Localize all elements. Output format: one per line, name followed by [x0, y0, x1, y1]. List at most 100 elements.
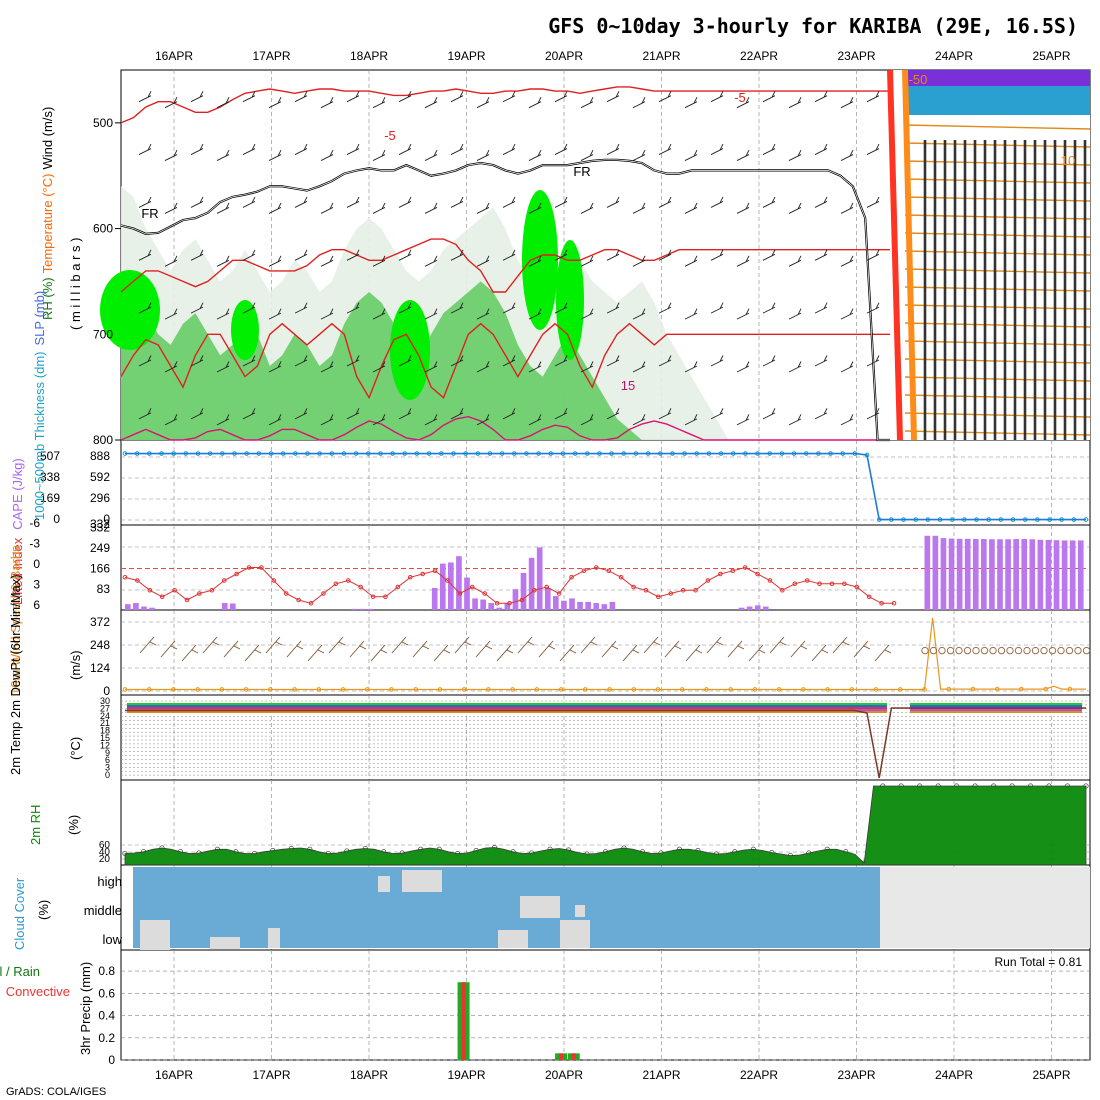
wind-barb [216, 308, 230, 320]
wind-barb [710, 196, 724, 208]
wind-barb [424, 97, 438, 109]
wind-barb [814, 355, 828, 367]
wind-tick-label: 124 [90, 661, 110, 675]
calm-wind-circle [1048, 646, 1057, 655]
wind-barb [658, 302, 672, 314]
cloud-block [498, 930, 528, 948]
bottom-x-tick-label: 21APR [642, 1068, 680, 1082]
li-point [866, 594, 872, 600]
slp-tick-label: 888 [90, 449, 110, 463]
bottom-x-tick-label: 18APR [350, 1068, 388, 1082]
cape-bar [940, 538, 947, 610]
wind-barb [502, 408, 516, 420]
li-point [767, 578, 773, 583]
cape-bar [997, 539, 1003, 610]
wind-barb [528, 361, 542, 373]
cape-tick-label: 249 [90, 541, 110, 555]
wind-barb [190, 355, 204, 367]
wind-barb [372, 97, 386, 109]
cloud-row-label: high [97, 874, 122, 889]
run-total-label: Run Total = 0.81 [994, 955, 1082, 969]
top-x-tick-label: 23APR [837, 49, 875, 63]
wind-barb [164, 414, 178, 426]
wind-barb [814, 143, 828, 155]
cloud-block [378, 876, 390, 892]
li-point [395, 584, 401, 590]
wind-barb [866, 196, 880, 208]
precip-tick-label: 0.8 [98, 964, 115, 978]
calm-wind-circle [921, 646, 929, 655]
wind-barb [476, 255, 490, 267]
cape-tick-label: 332 [90, 521, 110, 535]
wind-barb [450, 408, 464, 420]
cloud-block [268, 928, 280, 948]
wind-barb [554, 249, 568, 261]
wind-barb [866, 302, 880, 314]
calm-wind-circle [989, 646, 997, 655]
wind-barb-10m [202, 636, 220, 654]
wind-barb [294, 91, 308, 103]
rh-tick-label: 60 [99, 840, 111, 851]
wind-barb [398, 408, 412, 420]
bottom-x-tick-label: 22APR [740, 1068, 778, 1082]
wind-barb [268, 202, 282, 214]
wind-barb-10m [664, 640, 682, 658]
wind-barb [580, 361, 594, 373]
li-point [780, 587, 785, 593]
wind-barb [606, 408, 620, 420]
wind-barb [736, 308, 750, 320]
temp-series-band [127, 711, 887, 713]
slp-tick-label: 592 [90, 470, 110, 484]
bad-data-edge-orange [902, 69, 917, 441]
calm-wind-circle [1040, 646, 1048, 655]
calm-wind-circle [997, 646, 1006, 655]
cape-axis-label: Lifted Index CAPE (J/kg) [10, 458, 25, 605]
li-point [556, 591, 562, 596]
cape-bar [1061, 540, 1068, 610]
li-tick-label: 3 [33, 578, 40, 592]
cape-bar [1045, 539, 1052, 610]
bad-data-contour [904, 124, 1091, 130]
y-tick-label: 500 [93, 116, 113, 130]
wind-barb-10m [559, 644, 577, 662]
wind-barb [294, 355, 308, 367]
wind-barb [242, 143, 256, 155]
wind-barb [450, 91, 464, 103]
wind-barb-10m [790, 640, 808, 658]
wind-barb [814, 196, 828, 208]
wind-barb [424, 149, 438, 161]
rh-band-bright [231, 300, 259, 360]
wind-label: 10m Wind Speed & Barbs [8, 545, 23, 695]
contour-label: FR [141, 206, 158, 221]
bottom-x-tick-label: 17APR [252, 1068, 290, 1082]
li-point [271, 578, 277, 583]
wind-barb [268, 414, 282, 426]
wind-barb [866, 355, 880, 367]
bottom-x-tick-label: 20APR [545, 1068, 583, 1082]
wind-barb [528, 308, 542, 320]
cape-bar [553, 596, 559, 610]
wind-barb [424, 414, 438, 426]
calm-wind-circle [1082, 646, 1091, 655]
cape-bar [1069, 540, 1076, 610]
slp-axis-label: 1000~500mb Thickness (dm) SLP (mb) [32, 291, 47, 520]
wind-barb [372, 361, 386, 373]
li-point [482, 591, 487, 596]
wind-barb [398, 143, 412, 155]
contour-label: FR [573, 164, 590, 179]
calm-wind-circle [1065, 646, 1074, 655]
bottom-x-tick-label: 19APR [447, 1068, 485, 1082]
wind-barb [840, 255, 854, 267]
bad-data-edge-red [887, 69, 903, 441]
temp-tick-label: 12 [100, 740, 110, 750]
cape-tick-label: 83 [97, 582, 111, 596]
cape-bar [496, 607, 503, 610]
wind-barb [190, 196, 204, 208]
top-x-tick-label: 17APR [252, 49, 290, 63]
cape-bar [221, 603, 228, 610]
wind-barb [710, 249, 724, 261]
temp-tick-label: 15 [100, 733, 110, 743]
li-point [184, 597, 190, 603]
wind-barb-10m [517, 636, 535, 654]
cape-bar [981, 539, 987, 610]
